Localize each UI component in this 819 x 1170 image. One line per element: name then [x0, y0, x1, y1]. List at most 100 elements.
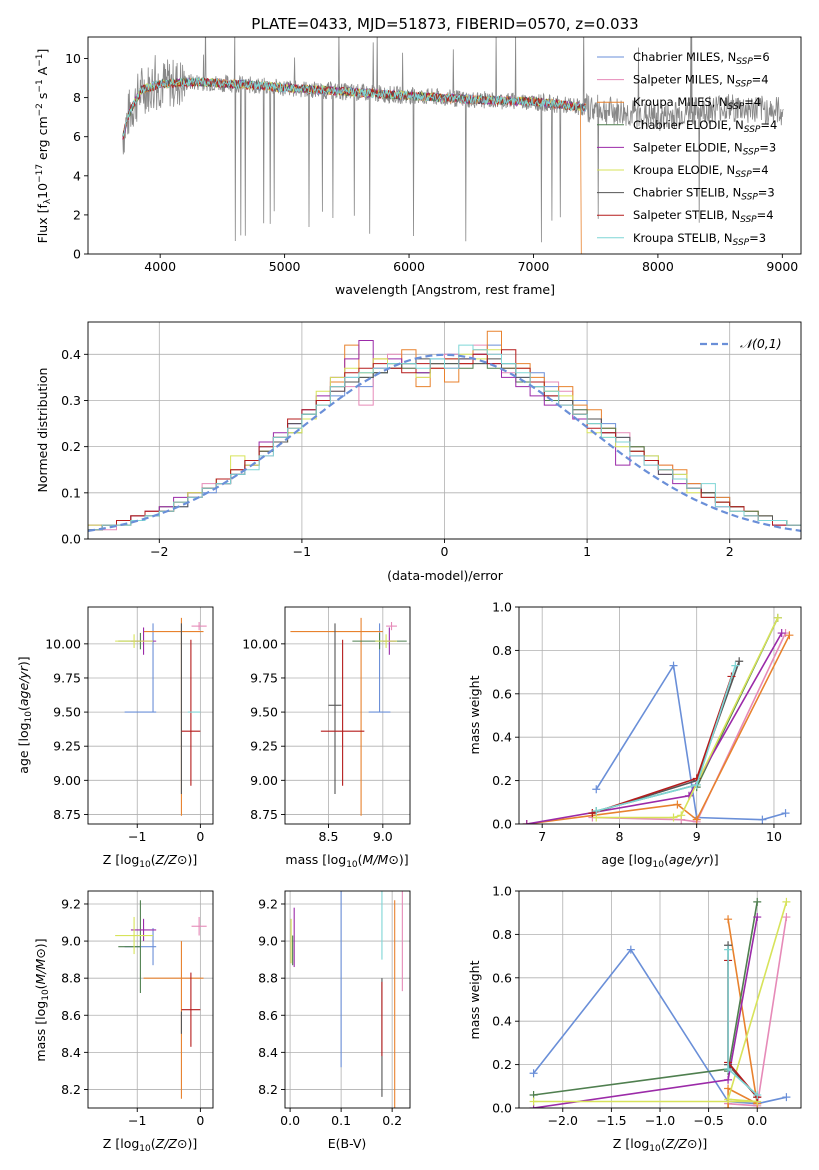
mass-weight-marker — [724, 945, 733, 954]
axes-age-vs-mass: 8.5 9.0 8.75 9.00 9.25 9.50 9.75 10.00 mass [log… — [242, 606, 411, 870]
y-axis-label: Flux [fλ10−17 erg cm−2 s−1 A−1] — [35, 49, 53, 244]
frame — [87, 606, 214, 825]
plot-area-mass-vs-ebv — [290, 891, 403, 1108]
x-axis-label: Z [log10(Z/Z⊙)] — [613, 1136, 707, 1154]
plot-area-mass-vs-z — [115, 900, 207, 1099]
model-spectrum-line — [122, 77, 587, 138]
mass-weight-marker — [782, 913, 791, 922]
y-axis-label: mass [log10(M/M⊙)] — [33, 938, 51, 1061]
mass-weight-marker — [529, 1097, 538, 1106]
y-tick-label: 0.4 — [492, 1014, 512, 1029]
x-tick-label: −0.5 — [693, 1113, 723, 1128]
frame — [284, 606, 411, 825]
mass-weight-marker — [669, 661, 678, 670]
x-tick-label: 4000 — [144, 259, 176, 274]
x-tick-label: −1.0 — [645, 1113, 675, 1128]
y-tick-label: 0.2 — [61, 439, 81, 454]
x-axis-label: wavelength [Angstrom, rest frame] — [335, 282, 555, 297]
y-tick-label: 0.6 — [492, 970, 512, 985]
axes-age-vs-z: −1 0 8.75 9.00 9.25 9.50 9.75 10.00 Z [log10(Z/Z… — [16, 606, 214, 870]
y-tick-label: 9.2 — [61, 896, 81, 911]
x-tick-label: 0.0 — [747, 1113, 767, 1128]
axes-massweight-vs-z: −2.0 −1.5 −1.0 −0.5 0.0 0.0 0.2 0.4 0.6 0.8 1.0 Z [… — [467, 884, 802, 1154]
y-axis-label: mass weight — [467, 960, 482, 1039]
x-axis-label: Z [log10(Z/Z⊙)] — [103, 1136, 197, 1154]
y-tick-label: 0.1 — [61, 485, 81, 500]
mass-weight-line — [592, 632, 787, 823]
x-tick-label: 0.2 — [382, 1113, 402, 1128]
x-tick-label: −1 — [293, 544, 311, 559]
mass-weight-marker — [758, 815, 767, 824]
y-axis-label: Normed distribution — [35, 368, 50, 493]
y-tick-label: 0.6 — [492, 686, 512, 701]
x-tick-label: 10 — [766, 829, 782, 844]
axes-mass-vs-z: −1 0 8.2 8.4 8.6 8.8 9.0 9.2 Z [log10(Z/Z⊙)] mass… — [33, 890, 214, 1154]
y-tick-label: 0.8 — [492, 643, 512, 658]
normal-distribution-line — [88, 353, 801, 532]
y-tick-label: 9.0 — [61, 934, 81, 949]
y-tick-label: 9.50 — [250, 705, 278, 720]
y-axis-label: mass weight — [467, 675, 482, 754]
y-tick-label: 8.4 — [61, 1045, 81, 1060]
legend-label: 𝒩(0,1) — [740, 336, 782, 351]
y-tick-label: 8.6 — [258, 1008, 278, 1023]
plot-layer: 4000 5000 6000 7000 8000 90000246810wavelengt… — [16, 36, 802, 1154]
frame — [284, 890, 411, 1109]
y-tick-label: 6 — [73, 129, 81, 144]
mass-weight-marker — [773, 613, 782, 622]
mass-weight-marker — [753, 913, 762, 922]
plot-area-residuals — [88, 330, 801, 539]
mass-weight-marker — [669, 813, 678, 822]
y-tick-label: 0.3 — [61, 393, 81, 408]
y-tick-label: 8.6 — [61, 1008, 81, 1023]
mass-weight-marker — [724, 1064, 733, 1073]
legend-label: Kroupa ELODIE, NSSP=4 — [633, 163, 769, 180]
y-tick-label: 0 — [73, 247, 81, 262]
y-tick-label: 8.8 — [258, 971, 278, 986]
axes-residuals: −2 −1 0 1 2 0.0 0.1 0.2 0.3 0.4 (data-model)/error… — [35, 321, 802, 583]
y-tick-label: 9.2 — [258, 896, 278, 911]
y-tick-label: 8.75 — [250, 807, 278, 822]
mass-weight-marker — [782, 1093, 791, 1102]
y-tick-label: 0.0 — [61, 532, 81, 547]
plot-area-spectrum — [122, 37, 784, 254]
mass-weight-marker — [677, 811, 686, 820]
x-tick-label: −1.5 — [596, 1113, 626, 1128]
x-tick-label: 2 — [726, 544, 734, 559]
y-tick-label: 0.0 — [492, 817, 512, 832]
x-tick-label: 0 — [196, 829, 204, 844]
plot-area-age-vs-mass — [290, 617, 407, 816]
axes-mass-vs-ebv: 0.0 0.1 0.2 8.2 8.4 8.6 8.8 9.0 9.2 E(B-V) — [258, 890, 411, 1151]
mass-weight-line — [596, 617, 779, 819]
x-tick-label: 7 — [538, 829, 546, 844]
mass-weight-marker — [777, 629, 786, 638]
x-tick-label: −1 — [128, 829, 146, 844]
x-axis-label: age [log10(age/yr)] — [601, 852, 718, 870]
mass-weight-marker — [673, 800, 682, 809]
legend-label: Chabrier MILES, NSSP=6 — [633, 50, 770, 67]
mass-weight-line — [533, 901, 788, 1103]
y-tick-label: 9.75 — [53, 670, 81, 685]
mass-weight-marker — [782, 897, 791, 906]
y-tick-label: 0.2 — [492, 1057, 512, 1072]
mass-weight-marker — [692, 780, 701, 789]
x-tick-label: −2 — [150, 544, 168, 559]
mass-weight-marker — [724, 1104, 733, 1108]
mass-weight-marker — [731, 661, 740, 670]
x-tick-label: 8.5 — [319, 829, 339, 844]
x-tick-label: 8000 — [642, 259, 674, 274]
y-tick-label: 9.50 — [53, 705, 81, 720]
x-tick-label: 7000 — [518, 259, 550, 274]
y-tick-label: 8.4 — [258, 1045, 278, 1060]
legend-label: Kroupa MILES, NSSP=4 — [633, 95, 761, 112]
legend-label: Salpeter ELODIE, NSSP=3 — [633, 140, 776, 157]
y-tick-label: 9.25 — [250, 739, 278, 754]
axes-massweight-vs-age: 7 8 9 10 0.0 0.2 0.4 0.6 0.8 1.0 age [log10(age/yr… — [467, 600, 802, 870]
y-tick-label: 9.00 — [53, 773, 81, 788]
x-tick-label: 9.0 — [373, 829, 393, 844]
mass-weight-marker — [592, 785, 601, 794]
x-tick-label: 8 — [615, 829, 623, 844]
legend-label: Salpeter STELIB, NSSP=4 — [633, 208, 774, 225]
x-tick-label: −2.0 — [548, 1113, 578, 1128]
